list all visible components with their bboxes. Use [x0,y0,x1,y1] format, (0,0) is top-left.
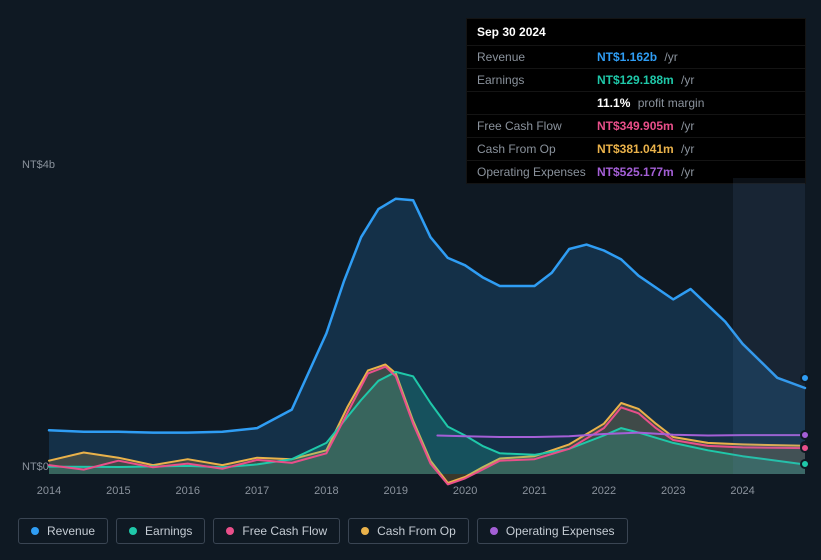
x-axis-tick: 2015 [106,485,130,497]
x-axis-tick: 2024 [730,485,754,497]
tooltip-row-label: Free Cash Flow [477,119,597,133]
tooltip-row-value: NT$381.041m /yr [597,142,694,156]
y-axis-min-label: NT$0 [22,461,49,473]
x-axis-tick: 2019 [384,485,408,497]
legend-label: Revenue [47,524,95,538]
operating_expenses-end-marker [800,430,810,440]
legend-item-earnings[interactable]: Earnings [116,518,205,544]
legend-item-cash-from-op[interactable]: Cash From Op [348,518,469,544]
chart-plot-area [49,178,805,474]
x-axis-tick: 2016 [175,485,199,497]
x-axis-tick: 2018 [314,485,338,497]
tooltip-row: EarningsNT$129.188m /yr [467,69,805,92]
earnings-end-marker [800,459,810,469]
x-axis-tick: 2022 [592,485,616,497]
legend-dot [31,527,39,535]
legend-item-free-cash-flow[interactable]: Free Cash Flow [213,518,340,544]
tooltip-row-label: Revenue [477,50,597,64]
x-axis-tick: 2023 [661,485,685,497]
x-axis-tick: 2020 [453,485,477,497]
legend-dot [361,527,369,535]
tooltip-row-label [477,96,597,110]
tooltip-row-value: NT$525.177m /yr [597,165,694,179]
free_cash_flow-end-marker [800,443,810,453]
tooltip-row-value: NT$1.162b /yr [597,50,678,64]
tooltip-row-label: Cash From Op [477,142,597,156]
tooltip-row: 11.1% profit margin [467,92,805,115]
tooltip-row-label: Operating Expenses [477,165,597,179]
tooltip-row: RevenueNT$1.162b /yr [467,46,805,69]
legend-label: Earnings [145,524,192,538]
tooltip-row-value: NT$129.188m /yr [597,73,694,87]
legend-item-revenue[interactable]: Revenue [18,518,108,544]
x-axis-tick: 2017 [245,485,269,497]
legend-item-operating-expenses[interactable]: Operating Expenses [477,518,628,544]
chart-legend: Revenue Earnings Free Cash Flow Cash From O… [18,518,628,544]
tooltip-row-value: 11.1% profit margin [597,96,704,110]
legend-label: Cash From Op [377,524,456,538]
legend-dot [226,527,234,535]
y-axis-max-label: NT$4b [22,159,55,171]
tooltip-row: Free Cash FlowNT$349.905m /yr [467,115,805,138]
tooltip-date: Sep 30 2024 [467,19,805,46]
x-axis-tick: 2014 [37,485,61,497]
legend-dot [490,527,498,535]
forecast-highlight-band [733,178,805,474]
x-axis: 2014201520162017201820192020202120222023… [49,485,805,501]
tooltip-row: Cash From OpNT$381.041m /yr [467,138,805,161]
legend-label: Operating Expenses [506,524,615,538]
revenue-end-marker [800,373,810,383]
chart-svg [49,178,805,474]
tooltip-row-label: Earnings [477,73,597,87]
legend-dot [129,527,137,535]
data-tooltip: Sep 30 2024 RevenueNT$1.162b /yrEarnings… [466,18,806,184]
tooltip-row-value: NT$349.905m /yr [597,119,694,133]
legend-label: Free Cash Flow [242,524,327,538]
x-axis-tick: 2021 [522,485,546,497]
